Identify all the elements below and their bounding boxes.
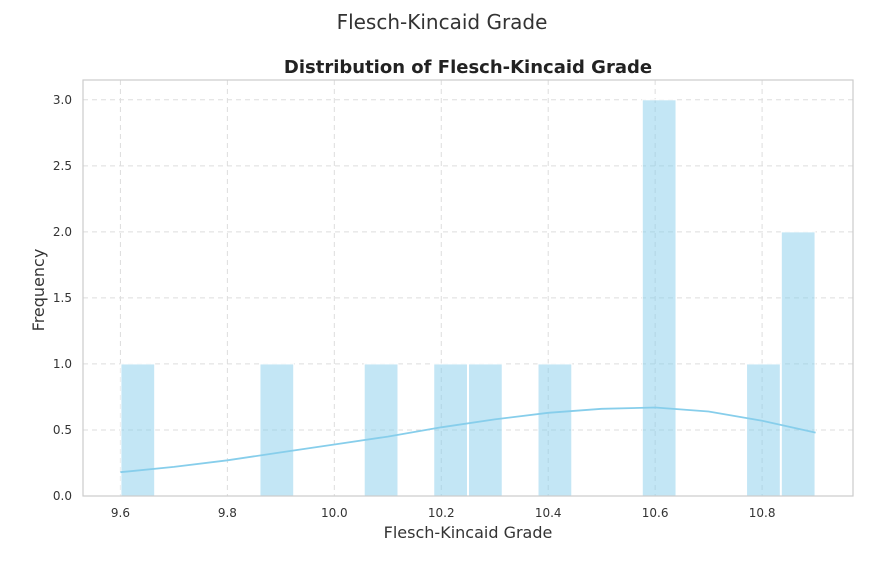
x-tick-label: 10.4 <box>535 506 562 520</box>
y-tick-label: 0.0 <box>53 489 72 503</box>
y-tick-label: 0.5 <box>53 423 72 437</box>
histogram-bar <box>433 363 468 497</box>
y-tick-label: 3.0 <box>53 93 72 107</box>
grid <box>83 80 853 497</box>
page-title: Flesch-Kincaid Grade <box>336 10 548 34</box>
y-tick-label: 1.0 <box>53 357 72 371</box>
histogram-bar <box>780 231 816 497</box>
x-axis-label: Flesch-Kincaid Grade <box>384 523 553 542</box>
x-tick-label: 9.8 <box>218 506 237 520</box>
y-tick-label: 2.5 <box>53 159 72 173</box>
histogram-bar <box>120 363 156 497</box>
kde-curve <box>120 406 816 474</box>
y-tick-label: 2.0 <box>53 225 72 239</box>
x-tick-label: 9.6 <box>111 506 130 520</box>
bars <box>120 99 816 497</box>
y-tick-label: 1.5 <box>53 291 72 305</box>
histogram-bar <box>641 99 677 497</box>
x-tick-label: 10.8 <box>749 506 776 520</box>
x-tick-label: 10.6 <box>642 506 669 520</box>
y-ticks: 0.0 0.5 1.0 1.5 2.0 2.5 3.0 <box>53 93 72 503</box>
y-axis-label: Frequency <box>29 249 48 332</box>
histogram-bar <box>259 363 295 497</box>
histogram-bar <box>468 363 503 497</box>
histogram-bar <box>746 363 781 497</box>
x-tick-label: 10.2 <box>428 506 455 520</box>
chart-title: Distribution of Flesch-Kincaid Grade <box>284 57 652 78</box>
x-tick-label: 10.0 <box>321 506 348 520</box>
plot-frame <box>82 79 854 497</box>
x-ticks: 9.6 9.8 10.0 10.2 10.4 10.6 10.8 <box>111 506 776 520</box>
histogram-bar <box>537 363 573 497</box>
histogram-bar <box>363 363 399 497</box>
